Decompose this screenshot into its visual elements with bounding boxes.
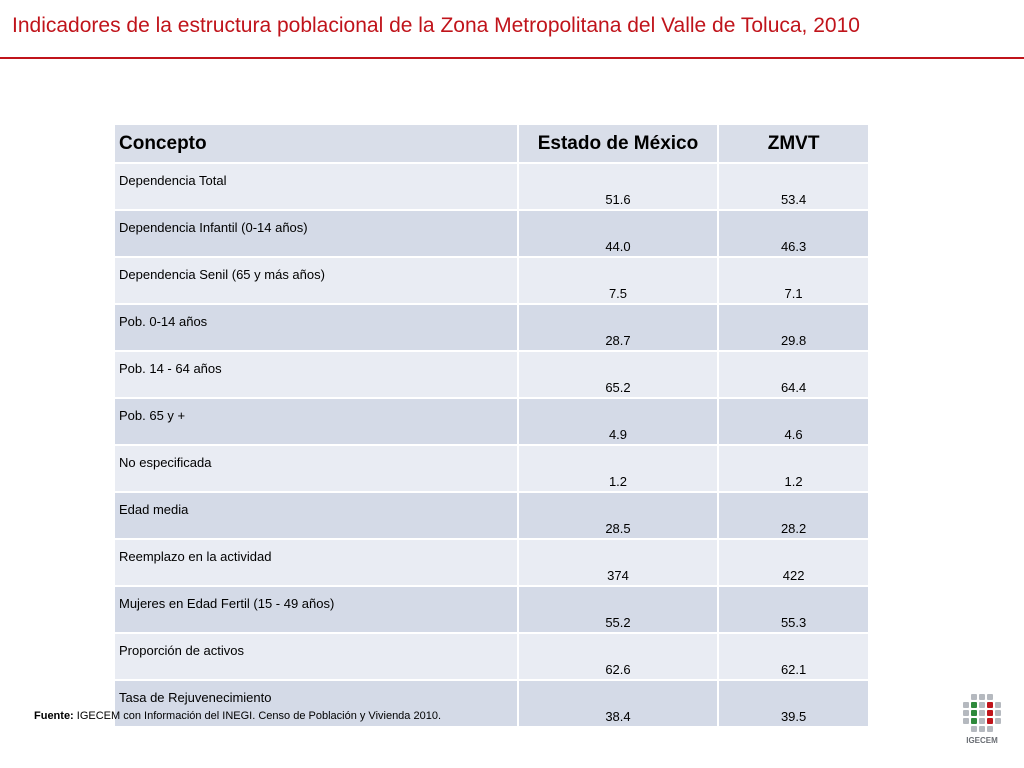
cell-concepto: No especificada	[115, 444, 519, 492]
logo-mark-icon	[963, 694, 1001, 732]
cell-zmvt: 4.6	[718, 397, 870, 445]
cell-concepto: Mujeres en Edad Fertil (15 - 49 años)	[115, 585, 519, 633]
table-row: Tasa de Rejuvenecimiento 38.4 39.5	[115, 679, 870, 726]
cell-concepto: Pob. 14 - 64 años	[115, 350, 519, 398]
cell-estado-de-mexico: 55.2	[517, 585, 720, 633]
table-body: Dependencia Total 51.6 53.4 Dependencia Inf…	[115, 162, 870, 726]
table-row: Pob. 0-14 años 28.7 29.8	[115, 303, 870, 351]
cell-concepto: Proporción de activos	[115, 632, 519, 680]
cell-estado-de-mexico: 44.0	[517, 209, 720, 257]
cell-concepto: Edad media	[115, 491, 519, 539]
cell-estado-de-mexico: 1.2	[517, 444, 720, 492]
cell-zmvt: 28.2	[718, 491, 870, 539]
cell-concepto: Dependencia Senil (65 y más años)	[115, 256, 519, 304]
cell-estado-de-mexico: 28.5	[517, 491, 720, 539]
indicators-table: Concepto Estado de México ZMVT Dependenc…	[115, 125, 870, 726]
cell-zmvt: 422	[718, 538, 870, 586]
cell-concepto: Pob. 0-14 años	[115, 303, 519, 351]
cell-zmvt: 46.3	[718, 209, 870, 257]
logo-text: IGECEM	[966, 736, 998, 745]
cell-zmvt: 53.4	[718, 162, 870, 210]
source-text: IGECEM con Información del INEGI. Censo …	[73, 710, 442, 722]
table-row: Proporción de activos 62.6 62.1	[115, 632, 870, 680]
cell-zmvt: 1.2	[718, 444, 870, 492]
cell-zmvt: 29.8	[718, 303, 870, 351]
cell-estado-de-mexico: 65.2	[517, 350, 720, 398]
table-header-row: Concepto Estado de México ZMVT	[115, 125, 870, 163]
cell-estado-de-mexico: 28.7	[517, 303, 720, 351]
cell-estado-de-mexico: 7.5	[517, 256, 720, 304]
cell-estado-de-mexico: 4.9	[517, 397, 720, 445]
table-row: Dependencia Infantil (0-14 años) 44.0 46.3	[115, 209, 870, 257]
cell-zmvt: 64.4	[718, 350, 870, 398]
cell-concepto: Dependencia Infantil (0-14 años)	[115, 209, 519, 257]
table-row: Dependencia Senil (65 y más años) 7.5 7.1	[115, 256, 870, 304]
table-row: No especificada 1.2 1.2	[115, 444, 870, 492]
cell-concepto: Reemplazo en la actividad	[115, 538, 519, 586]
table-row: Reemplazo en la actividad 374 422	[115, 538, 870, 586]
cell-estado-de-mexico: 62.6	[517, 632, 720, 680]
table-row: Mujeres en Edad Fertil (15 - 49 años) 55.…	[115, 585, 870, 633]
title-divider	[0, 57, 1024, 59]
source-label: Fuente:	[34, 710, 74, 722]
igecem-logo: IGECEM	[958, 694, 1006, 760]
column-header-estado: Estado de México	[517, 125, 720, 163]
cell-zmvt: 62.1	[718, 632, 870, 680]
table-row: Edad media 28.5 28.2	[115, 491, 870, 539]
cell-estado-de-mexico: 51.6	[517, 162, 720, 210]
table-row: Pob. 65 y +4.9 4.6	[115, 397, 870, 445]
cell-concepto: Tasa de Rejuvenecimiento	[115, 679, 519, 726]
cell-concepto: Dependencia Total	[115, 162, 519, 210]
cell-zmvt: 7.1	[718, 256, 870, 304]
source-note: Fuente: IGECEM con Información del INEGI…	[34, 710, 441, 722]
column-header-zmvt: ZMVT	[718, 125, 870, 163]
cell-zmvt: 55.3	[718, 585, 870, 633]
cell-estado-de-mexico: 374	[517, 538, 720, 586]
page-title: Indicadores de la estructura poblacional…	[12, 14, 860, 37]
cell-estado-de-mexico: 38.4	[517, 679, 720, 726]
cell-zmvt: 39.5	[718, 679, 870, 726]
cell-concepto: Pob. 65 y +	[115, 397, 519, 445]
table-row: Pob. 14 - 64 años 65.2 64.4	[115, 350, 870, 398]
column-header-concepto: Concepto	[115, 125, 519, 163]
table-row: Dependencia Total 51.6 53.4	[115, 162, 870, 210]
